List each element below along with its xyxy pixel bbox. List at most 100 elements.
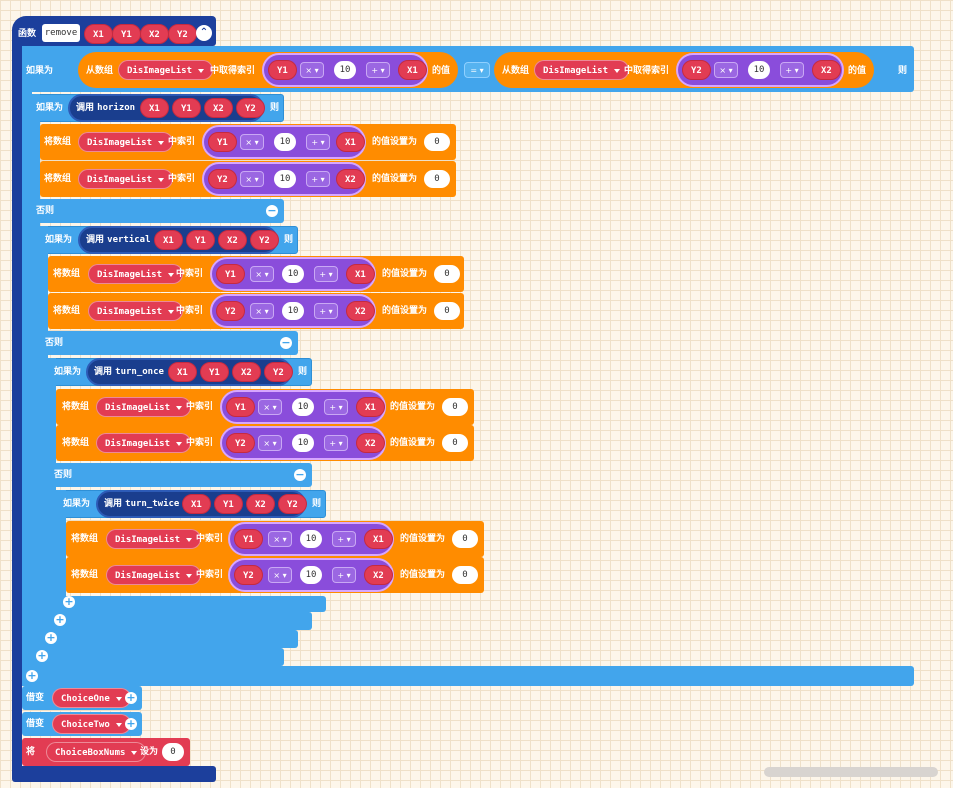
param-y2[interactable]: Y2	[168, 24, 197, 44]
set-row-1-array[interactable]: DisImageList	[78, 132, 174, 152]
call-turn-twice-y1[interactable]: Y1	[214, 494, 243, 514]
set-row-1-x1[interactable]: X1	[336, 132, 365, 152]
call-turn-once-x1[interactable]: X1	[168, 362, 197, 382]
set-row-5-mul[interactable]: × ▾	[258, 399, 282, 415]
getter-left-mul[interactable]: × ▾	[300, 62, 324, 78]
set-row-6-add[interactable]: + ▾	[324, 435, 348, 451]
set-row-4-array[interactable]: DisImageList	[88, 301, 184, 321]
turn-once-plus-icon[interactable]: +	[54, 613, 66, 626]
set-row-7-ten[interactable]: 10	[300, 530, 322, 548]
call-turn-once-x2[interactable]: X2	[232, 362, 261, 382]
set-row-1-ten[interactable]: 10	[274, 133, 296, 151]
param-y1[interactable]: Y1	[112, 24, 141, 44]
set-row-6-zero[interactable]: 0	[442, 434, 468, 452]
set-row-3-zero[interactable]: 0	[434, 265, 460, 283]
set-row-6-y2[interactable]: Y2	[226, 433, 255, 453]
call-turn-twice-x1[interactable]: X1	[182, 494, 211, 514]
set-row-8-x2[interactable]: X2	[364, 565, 393, 585]
param-x1[interactable]: X1	[84, 24, 113, 44]
set-row-7-array[interactable]: DisImageList	[106, 529, 202, 549]
else-3-minus-icon[interactable]: −	[294, 468, 306, 481]
getter-right-x2[interactable]: X2	[812, 60, 841, 80]
set-row-4-y2[interactable]: Y2	[216, 301, 245, 321]
set-var-value[interactable]: 0	[162, 743, 184, 761]
call-horizon-x2[interactable]: X2	[204, 98, 233, 118]
set-row-3-array[interactable]: DisImageList	[88, 264, 184, 284]
set-row-8-zero[interactable]: 0	[452, 566, 478, 584]
param-x2[interactable]: X2	[140, 24, 169, 44]
getter-right-y2[interactable]: Y2	[682, 60, 711, 80]
getter-left-y1[interactable]: Y1	[268, 60, 297, 80]
set-row-6-ten[interactable]: 10	[292, 434, 314, 452]
set-row-7-x1[interactable]: X1	[364, 529, 393, 549]
set-row-5-ten[interactable]: 10	[292, 398, 314, 416]
set-row-7-mul[interactable]: × ▾	[268, 531, 292, 547]
set-row-3-add[interactable]: + ▾	[314, 266, 338, 282]
set-row-8-add[interactable]: + ▾	[332, 567, 356, 583]
turn-twice-plus-icon[interactable]: +	[63, 595, 75, 608]
set-row-5-add[interactable]: + ▾	[324, 399, 348, 415]
getter-right-mul[interactable]: × ▾	[714, 62, 738, 78]
set-row-8-y2[interactable]: Y2	[234, 565, 263, 585]
set-row-2-add[interactable]: + ▾	[306, 171, 330, 187]
set-row-1-mul[interactable]: × ▾	[240, 134, 264, 150]
set-row-6-x2[interactable]: X2	[356, 433, 385, 453]
set-row-2-x2[interactable]: X2	[336, 169, 365, 189]
set-row-2-array[interactable]: DisImageList	[78, 169, 174, 189]
set-row-6-array[interactable]: DisImageList	[96, 433, 192, 453]
declare-choice-one-plus-icon[interactable]: +	[125, 691, 137, 704]
set-var-dropdown[interactable]: ChoiceBoxNums	[46, 742, 147, 762]
call-vertical-x1[interactable]: X1	[154, 230, 183, 250]
getter-left-array-dropdown[interactable]: DisImageList	[118, 60, 214, 80]
declare-choice-two-var[interactable]: ChoiceTwo	[52, 714, 131, 734]
set-row-1-y1[interactable]: Y1	[208, 132, 237, 152]
call-horizon-x1[interactable]: X1	[140, 98, 169, 118]
set-row-8-mul[interactable]: × ▾	[268, 567, 292, 583]
set-row-7-y1[interactable]: Y1	[234, 529, 263, 549]
set-row-2-zero[interactable]: 0	[424, 170, 450, 188]
else-1-minus-icon[interactable]: −	[266, 204, 278, 217]
horizontal-scrollbar[interactable]	[764, 767, 938, 777]
call-horizon-y1[interactable]: Y1	[172, 98, 201, 118]
set-row-1-zero[interactable]: 0	[424, 133, 450, 151]
horizon-plus-icon[interactable]: +	[36, 649, 48, 662]
set-row-4-mul[interactable]: × ▾	[250, 303, 274, 319]
getter-right-array-dropdown[interactable]: DisImageList	[534, 60, 630, 80]
call-vertical-x2[interactable]: X2	[218, 230, 247, 250]
call-horizon-y2[interactable]: Y2	[236, 98, 265, 118]
set-row-3-mul[interactable]: × ▾	[250, 266, 274, 282]
set-row-8-array[interactable]: DisImageList	[106, 565, 202, 585]
set-row-5-zero[interactable]: 0	[442, 398, 468, 416]
call-turn-once-y1[interactable]: Y1	[200, 362, 229, 382]
declare-choice-two-plus-icon[interactable]: +	[125, 717, 137, 730]
function-name-field[interactable]: remove	[42, 24, 80, 42]
set-row-5-x1[interactable]: X1	[356, 397, 385, 417]
vertical-plus-icon[interactable]: +	[45, 631, 57, 644]
set-row-4-zero[interactable]: 0	[434, 302, 460, 320]
set-row-3-ten[interactable]: 10	[282, 265, 304, 283]
compare-eq-dropdown[interactable]: = ▾	[464, 62, 490, 78]
getter-left-ten[interactable]: 10	[334, 61, 356, 79]
else-2-minus-icon[interactable]: −	[280, 336, 292, 349]
outer-if-plus-icon[interactable]: +	[26, 669, 38, 682]
call-turn-twice-x2[interactable]: X2	[246, 494, 275, 514]
set-row-5-array[interactable]: DisImageList	[96, 397, 192, 417]
set-row-6-mul[interactable]: × ▾	[258, 435, 282, 451]
getter-right-ten[interactable]: 10	[748, 61, 770, 79]
getter-right-add[interactable]: + ▾	[780, 62, 804, 78]
set-row-1-add[interactable]: + ▾	[306, 134, 330, 150]
getter-left-x1[interactable]: X1	[398, 60, 427, 80]
set-row-4-ten[interactable]: 10	[282, 302, 304, 320]
call-vertical-y1[interactable]: Y1	[186, 230, 215, 250]
collapse-icon[interactable]: ⌃	[196, 25, 212, 41]
set-row-2-y2[interactable]: Y2	[208, 169, 237, 189]
set-row-2-mul[interactable]: × ▾	[240, 171, 264, 187]
getter-left-add[interactable]: + ▾	[366, 62, 390, 78]
set-row-4-add[interactable]: + ▾	[314, 303, 338, 319]
set-row-5-y1[interactable]: Y1	[226, 397, 255, 417]
set-row-3-x1[interactable]: X1	[346, 264, 375, 284]
set-row-4-x2[interactable]: X2	[346, 301, 375, 321]
set-row-8-ten[interactable]: 10	[300, 566, 322, 584]
set-row-7-zero[interactable]: 0	[452, 530, 478, 548]
declare-choice-one-var[interactable]: ChoiceOne	[52, 688, 131, 708]
